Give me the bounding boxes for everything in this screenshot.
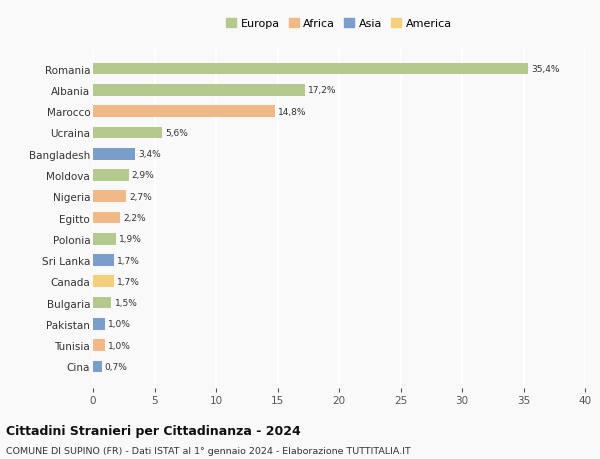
Text: COMUNE DI SUPINO (FR) - Dati ISTAT al 1° gennaio 2024 - Elaborazione TUTTITALIA.: COMUNE DI SUPINO (FR) - Dati ISTAT al 1°… — [6, 446, 411, 455]
Bar — [93, 234, 116, 245]
Bar — [93, 191, 126, 202]
Bar — [93, 340, 106, 351]
Bar — [93, 85, 305, 96]
Bar — [93, 106, 275, 118]
Text: 5,6%: 5,6% — [165, 129, 188, 138]
Text: 1,5%: 1,5% — [115, 298, 137, 308]
Bar — [93, 361, 101, 372]
Text: 1,0%: 1,0% — [109, 341, 131, 350]
Text: 35,4%: 35,4% — [532, 65, 560, 74]
Text: 1,0%: 1,0% — [109, 319, 131, 329]
Bar — [93, 255, 114, 266]
Bar — [93, 170, 128, 181]
Text: 1,7%: 1,7% — [117, 277, 140, 286]
Bar — [93, 149, 135, 160]
Text: 3,4%: 3,4% — [138, 150, 161, 159]
Text: 14,8%: 14,8% — [278, 107, 307, 117]
Text: 2,7%: 2,7% — [129, 192, 152, 202]
Bar — [93, 64, 529, 75]
Bar — [93, 276, 114, 287]
Bar — [93, 127, 162, 139]
Bar — [93, 212, 120, 224]
Text: 2,9%: 2,9% — [132, 171, 154, 180]
Text: 17,2%: 17,2% — [308, 86, 336, 95]
Text: 1,9%: 1,9% — [119, 235, 142, 244]
Text: 0,7%: 0,7% — [104, 362, 128, 371]
Text: Cittadini Stranieri per Cittadinanza - 2024: Cittadini Stranieri per Cittadinanza - 2… — [6, 425, 301, 437]
Text: 1,7%: 1,7% — [117, 256, 140, 265]
Legend: Europa, Africa, Asia, America: Europa, Africa, Asia, America — [224, 17, 454, 31]
Bar — [93, 297, 112, 309]
Text: 2,2%: 2,2% — [123, 213, 146, 223]
Bar — [93, 318, 106, 330]
